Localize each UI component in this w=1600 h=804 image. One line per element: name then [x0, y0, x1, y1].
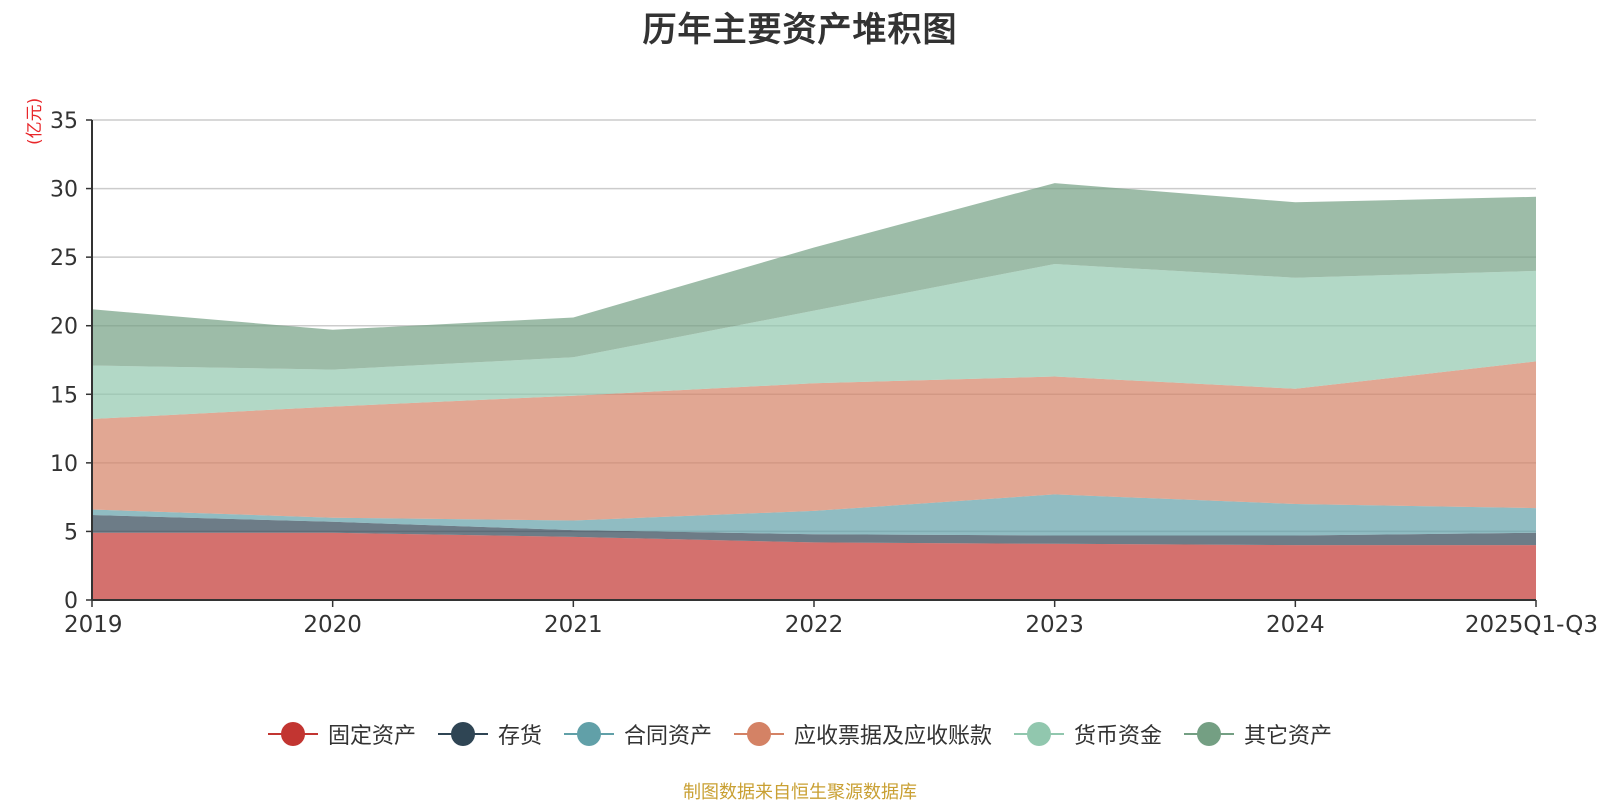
legend-label: 固定资产 — [327, 724, 416, 749]
area-series-3 — [92, 494, 1536, 536]
x-tick-label: 2024 — [1266, 612, 1325, 638]
y-tick-label: 20 — [50, 315, 78, 340]
area-series — [92, 183, 1536, 600]
y-tick-label: 25 — [50, 246, 78, 271]
area-series-2 — [92, 515, 1536, 546]
legend-marker-icon — [734, 722, 784, 746]
legend-label: 存货 — [497, 724, 542, 749]
area-series-4 — [92, 361, 1536, 521]
x-tick-label: 2021 — [544, 612, 603, 638]
legend-marker-icon — [563, 722, 614, 746]
y-tick-label: 30 — [50, 178, 78, 203]
x-tick-label: 2019 — [64, 612, 123, 638]
legend-marker-icon — [437, 722, 488, 746]
x-tick-label: 2025Q1-Q3 — [1465, 612, 1598, 638]
area-series-6 — [92, 183, 1536, 370]
legend-marker-icon — [1184, 722, 1235, 746]
legend-label: 其它资产 — [1244, 724, 1333, 749]
y-tick-label: 10 — [50, 452, 78, 477]
chart-title: 历年主要资产堆积图 — [642, 10, 958, 50]
legend-label: 货币资金 — [1074, 724, 1163, 749]
axes: 0 5 10 15 20 25 30 35 2019 2020 2021 2022 2023 2024 20… — [50, 109, 1598, 638]
x-tick-label: 2022 — [785, 612, 844, 638]
y-tick-label: 0 — [64, 589, 78, 614]
y-tick-label: 35 — [50, 109, 78, 134]
legend-item-6[interactable]: 其它资产 — [1184, 718, 1332, 750]
x-tick-label: 2020 — [303, 612, 362, 638]
legend-item-5[interactable]: 货币资金 — [1014, 718, 1162, 750]
legend: 固定资产 存货 合同资产 应收票据及应收账款 货币资金 其它资产 — [0, 718, 1600, 750]
y-tick-label: 15 — [50, 383, 78, 408]
area-series-5 — [92, 264, 1536, 419]
legend-item-3[interactable]: 合同资产 — [563, 718, 712, 750]
legend-item-1[interactable]: 固定资产 — [267, 718, 416, 750]
x-tick-label: 2023 — [1025, 612, 1084, 638]
y-tick-label: 5 — [64, 520, 78, 545]
legend-label: 合同资产 — [623, 724, 712, 749]
legend-label: 应收票据及应收账款 — [794, 724, 993, 749]
legend-item-2[interactable]: 存货 — [437, 718, 542, 750]
legend-marker-icon — [1014, 722, 1065, 746]
legend-item-4[interactable]: 应收票据及应收账款 — [734, 718, 992, 750]
legend-marker-icon — [267, 722, 318, 746]
data-source-note: 制图数据来自恒生聚源数据库 — [683, 782, 917, 803]
area-series-1 — [92, 532, 1536, 600]
